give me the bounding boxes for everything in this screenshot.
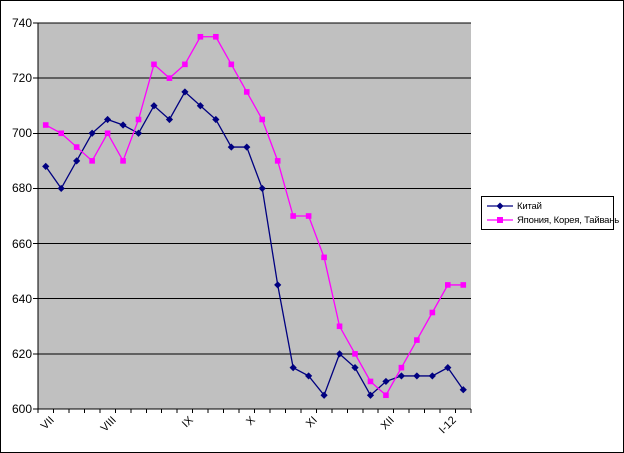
data-point-marker: [320, 391, 328, 399]
y-tick-label: 720: [11, 71, 32, 86]
data-point-marker: [290, 213, 296, 219]
data-point-marker: [366, 391, 375, 399]
data-point-marker: [104, 130, 111, 137]
data-point-marker: [197, 33, 204, 40]
data-point-marker: [73, 144, 80, 150]
data-point-marker: [336, 323, 343, 330]
data-point-marker: [134, 129, 143, 137]
data-point-marker: [73, 157, 81, 165]
plot-background: [38, 23, 471, 409]
legend: Китай Япония, Корея, Тайвань: [481, 196, 619, 230]
data-point-marker: [305, 372, 313, 380]
data-point-marker: [460, 282, 467, 288]
data-point-marker: [89, 158, 95, 164]
data-point-marker: [42, 122, 49, 128]
data-point-marker: [58, 130, 64, 137]
data-point-marker: [213, 33, 219, 40]
data-point-marker: [135, 116, 142, 123]
data-point-marker: [243, 143, 251, 151]
data-point-marker: [228, 61, 235, 68]
data-point-marker: [212, 115, 220, 124]
data-point-marker: [182, 61, 188, 68]
data-point-marker: [413, 372, 421, 380]
data-point-marker: [227, 143, 235, 151]
y-tick-label: 740: [11, 16, 32, 30]
legend-label-china: Китай: [517, 200, 542, 212]
series-line-1: [45, 36, 464, 397]
data-point-marker: [459, 386, 467, 394]
data-point-marker: [429, 309, 436, 316]
data-point-marker: [243, 89, 250, 95]
data-point-marker: [274, 158, 281, 164]
y-tick-label: 660: [11, 236, 32, 251]
data-point-marker: [321, 254, 327, 261]
data-point-marker: [88, 129, 96, 137]
data-point-marker: [383, 392, 389, 399]
data-point-marker: [428, 372, 436, 380]
data-point-marker: [445, 282, 451, 288]
data-point-marker: [352, 351, 358, 357]
data-point-marker: [397, 372, 406, 380]
data-point-marker: [414, 337, 420, 343]
data-point-marker: [444, 364, 452, 372]
data-point-marker: [165, 115, 174, 124]
data-point-marker: [305, 213, 312, 219]
data-point-marker: [398, 364, 405, 371]
data-point-marker: [259, 116, 266, 123]
legend-item-china: Китай: [487, 199, 611, 213]
data-point-marker: [367, 378, 374, 385]
data-point-marker: [258, 184, 266, 193]
data-point-marker: [42, 162, 50, 170]
legend-line-diamond-icon: [487, 202, 513, 210]
data-point-marker: [289, 364, 297, 372]
data-point-marker: [351, 364, 359, 372]
data-point-marker: [103, 115, 112, 124]
data-point-marker: [119, 121, 127, 129]
legend-line-square-icon: [487, 217, 513, 223]
y-tick-label: 620: [11, 346, 32, 361]
legend-item-japan-korea-taiwan: Япония, Корея, Тайвань: [487, 213, 619, 227]
data-point-marker: [181, 88, 189, 96]
data-point-marker: [150, 102, 158, 110]
data-point-marker: [151, 61, 157, 68]
data-point-marker: [274, 281, 282, 289]
y-tick-label: 680: [11, 181, 32, 196]
y-tick-label: 600: [11, 402, 32, 416]
data-point-marker: [166, 75, 173, 81]
data-point-marker: [57, 184, 65, 193]
legend-label-japan-korea-taiwan: Япония, Корея, Тайвань: [517, 214, 620, 226]
data-point-marker: [335, 350, 344, 358]
data-point-marker: [120, 158, 126, 164]
series-line-0: [45, 90, 464, 397]
data-point-marker: [382, 377, 390, 386]
y-tick-label: 700: [11, 126, 32, 141]
y-tick-label: 640: [11, 291, 32, 306]
data-point-marker: [196, 102, 204, 110]
